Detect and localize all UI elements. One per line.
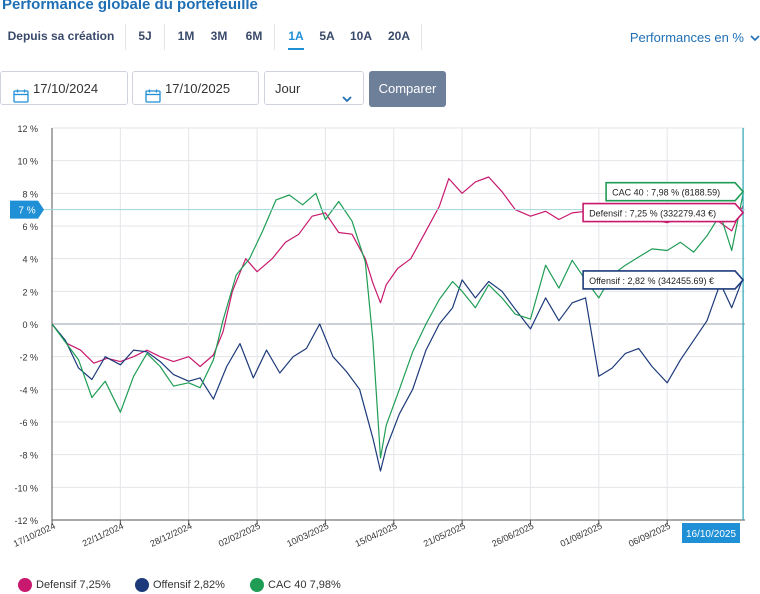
y-tick-label: -6 % bbox=[19, 418, 38, 428]
end-date-field[interactable]: 17/10/2025 bbox=[132, 71, 259, 105]
y-tick-label: 12 % bbox=[17, 124, 38, 134]
y-tick-label: 0 % bbox=[22, 320, 38, 330]
y-tick-label: 4 % bbox=[22, 255, 38, 265]
compare-button[interactable]: Comparer bbox=[369, 71, 446, 107]
legend-offensif[interactable]: Offensif 2,82% bbox=[135, 578, 225, 592]
granularity-value: Jour bbox=[275, 81, 301, 96]
tooltip-offensif bbox=[582, 270, 745, 290]
legend-cac40[interactable]: CAC 40 7,98% bbox=[250, 578, 341, 592]
period-selector: Depuis sa création 5J 1M 3M 6M 1A 5A 10A… bbox=[0, 18, 760, 56]
y-tick-label: 2 % bbox=[22, 287, 38, 297]
performance-mode-label: Performances en % bbox=[629, 30, 744, 45]
performance-chart: 12 % 10 % 8 % 6 % 4 % 2 % 0 % -2 % -4 % -6 % -8 % -… bbox=[10, 124, 745, 549]
start-date-value: 17/10/2024 bbox=[33, 81, 99, 96]
end-date-value: 17/10/2025 bbox=[165, 81, 231, 96]
tooltip-cac40 bbox=[605, 181, 745, 202]
x-tick-label: 26/06/2025 bbox=[490, 521, 535, 549]
period-1m[interactable]: 1M bbox=[177, 29, 195, 43]
tooltip-defensif bbox=[582, 202, 745, 223]
x-tick-label: 01/08/2025 bbox=[559, 521, 604, 549]
legend-swatch bbox=[250, 578, 264, 592]
legend-swatch bbox=[135, 578, 149, 592]
divider bbox=[164, 24, 165, 50]
period-6m[interactable]: 6M bbox=[245, 29, 263, 43]
x-tick-label: 21/05/2025 bbox=[422, 521, 467, 549]
divider bbox=[421, 24, 422, 50]
x-tick-label: 06/09/2025 bbox=[627, 521, 672, 549]
period-5y[interactable]: 5A bbox=[319, 29, 335, 43]
y-tick-label: -4 % bbox=[19, 385, 38, 395]
legend-label: CAC 40 7,98% bbox=[268, 578, 341, 591]
y-tick-label: 8 % bbox=[22, 189, 38, 199]
y-tick-label: -10 % bbox=[14, 483, 38, 493]
cursor-value-label: 7 % bbox=[18, 206, 35, 217]
cursor-value-badge bbox=[10, 200, 44, 219]
performance-mode-select[interactable]: Performances en % bbox=[630, 30, 760, 45]
page-title: Performance globale du portefeuille bbox=[2, 0, 258, 13]
y-tick-label: -8 % bbox=[19, 451, 38, 461]
x-tick-label: 28/12/2024 bbox=[148, 521, 193, 549]
tooltip-label-cac40: CAC 40 : 7,98 % (8188.59) bbox=[612, 188, 720, 198]
period-20y[interactable]: 20A bbox=[387, 29, 410, 43]
x-tick-label: 10/03/2025 bbox=[285, 521, 330, 549]
chevron-down-icon bbox=[750, 30, 760, 45]
chevron-down-icon bbox=[341, 83, 353, 103]
cursor-date-badge bbox=[682, 523, 740, 543]
granularity-select[interactable]: Jour bbox=[264, 71, 364, 105]
x-tick-label: 02/02/2025 bbox=[217, 521, 262, 549]
period-1y-label: 1A bbox=[288, 29, 304, 43]
start-date-field[interactable]: 17/10/2024 bbox=[0, 71, 128, 105]
calendar-icon bbox=[145, 82, 161, 103]
cursor-date-label: 16/10/2025 bbox=[686, 529, 736, 540]
legend-label: Offensif 2,82% bbox=[153, 578, 225, 591]
series-line-offensif bbox=[51, 277, 744, 472]
legend-swatch bbox=[18, 578, 32, 592]
legend-label: Defensif 7,25% bbox=[36, 578, 111, 591]
y-tick-label: 10 % bbox=[17, 157, 38, 167]
y-tick-label: 6 % bbox=[22, 222, 38, 232]
period-5d[interactable]: 5J bbox=[138, 29, 152, 43]
divider bbox=[274, 24, 275, 50]
legend-defensif[interactable]: Defensif 7,25% bbox=[18, 578, 111, 592]
tooltip-label-offensif: Offensif : 2,82 % (342455.69) € bbox=[589, 276, 714, 286]
y-tick-label: -2 % bbox=[19, 353, 38, 363]
period-10y[interactable]: 10A bbox=[349, 29, 372, 43]
period-since-creation[interactable]: Depuis sa création bbox=[7, 29, 115, 43]
x-tick-label: 15/04/2025 bbox=[354, 521, 399, 549]
divider bbox=[125, 24, 126, 50]
x-tick-label: 22/11/2024 bbox=[81, 521, 125, 549]
series-line-cac40 bbox=[51, 192, 744, 459]
calendar-icon bbox=[13, 82, 29, 103]
y-tick-label: -12 % bbox=[14, 516, 38, 526]
tooltip-label-defensif: Defensif : 7,25 % (332279.43 €) bbox=[589, 209, 716, 219]
active-underline bbox=[288, 48, 304, 50]
period-1y[interactable]: 1A bbox=[283, 18, 309, 54]
period-3m[interactable]: 3M bbox=[210, 29, 228, 43]
